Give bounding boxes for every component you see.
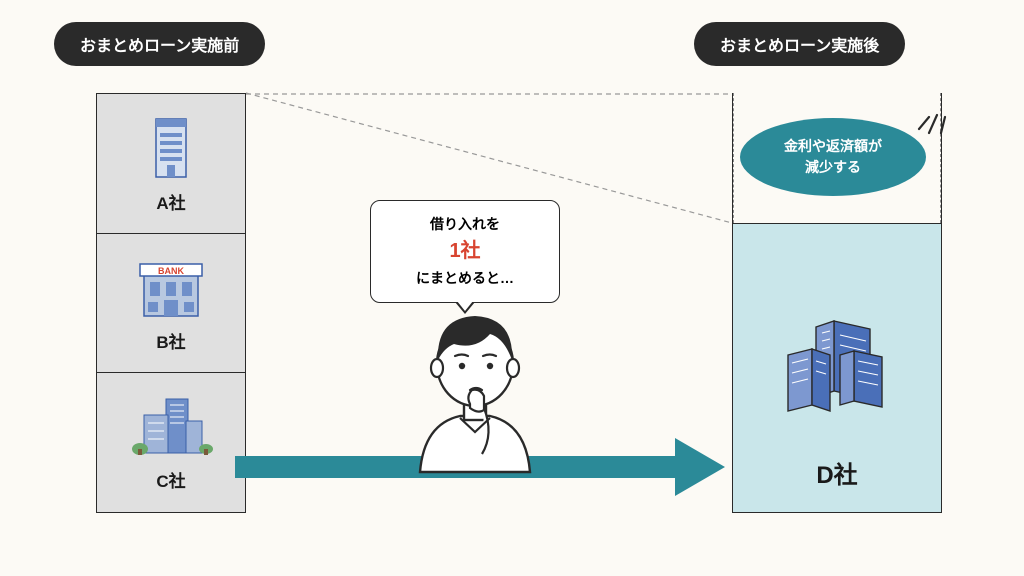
before-stack: A社 BANK B社 — [96, 93, 246, 513]
speech-accent: 1社 — [381, 235, 549, 267]
cell-company-c: C社 — [97, 373, 245, 512]
label-a: A社 — [156, 189, 185, 214]
svg-text:BANK: BANK — [158, 266, 184, 276]
speech-line2: にまとめると… — [416, 270, 514, 286]
ellipse-line1: 金利や返済額が — [784, 138, 882, 154]
building-d-icon — [772, 315, 902, 415]
building-a-icon — [144, 113, 198, 183]
label-after: おまとめローン実施後 — [694, 22, 905, 66]
speech-line1: 借り入れを — [430, 216, 500, 232]
building-c-icon — [126, 393, 216, 461]
emphasis-burst-icon — [915, 103, 955, 139]
benefit-ellipse: 金利や返済額が 減少する — [740, 118, 926, 196]
speech-bubble: 借り入れを 1社 にまとめると… — [370, 200, 560, 303]
label-c: C社 — [156, 467, 185, 492]
after-box-d: D社 — [733, 223, 941, 512]
bank-icon: BANK — [134, 254, 208, 322]
label-d: D社 — [816, 455, 857, 490]
cell-company-a: A社 — [97, 94, 245, 234]
cell-company-b: BANK B社 — [97, 234, 245, 374]
label-b: B社 — [156, 328, 185, 353]
label-before: おまとめローン実施前 — [54, 22, 265, 66]
ellipse-line2: 減少する — [805, 159, 861, 175]
person-icon — [400, 304, 550, 474]
